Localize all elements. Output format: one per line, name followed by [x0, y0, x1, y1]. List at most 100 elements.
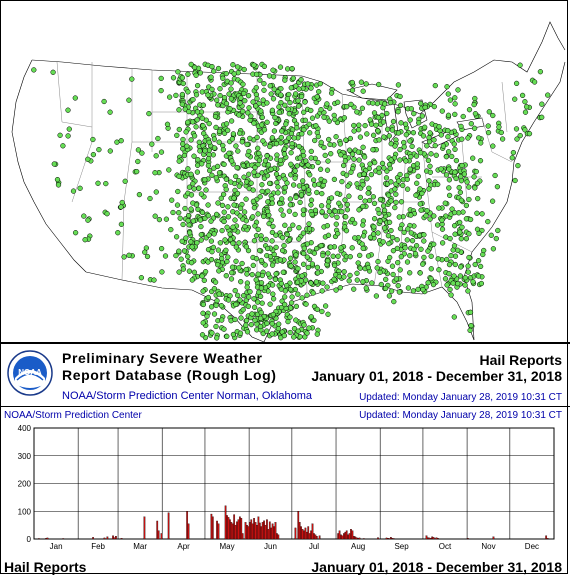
hail-report-marker: [452, 231, 458, 237]
hail-report-marker: [273, 141, 280, 147]
hail-report-marker: [440, 143, 447, 149]
daily-report-bar: [266, 519, 268, 540]
hail-report-marker: [300, 230, 307, 236]
hail-report-marker: [319, 209, 325, 215]
hail-report-marker: [408, 106, 415, 112]
hail-report-marker: [411, 110, 417, 117]
hail-report-marker: [268, 91, 274, 97]
hail-report-marker: [359, 241, 365, 247]
daily-report-bar: [307, 526, 310, 540]
hail-report-marker: [390, 118, 397, 125]
hail-report-marker: [426, 178, 432, 184]
hail-report-marker: [452, 146, 458, 153]
hail-report-marker: [395, 259, 401, 266]
hail-report-marker: [198, 232, 204, 238]
hail-report-marker: [321, 114, 327, 120]
hail-report-marker: [319, 288, 325, 294]
hail-report-marker: [371, 216, 378, 222]
hail-report-marker: [180, 80, 186, 87]
hail-report-marker: [390, 248, 397, 254]
hail-report-marker: [398, 120, 404, 126]
hail-report-marker: [401, 139, 407, 146]
hail-report-marker: [420, 261, 426, 267]
hail-report-marker: [315, 133, 321, 140]
hail-report-marker: [333, 134, 339, 140]
hail-report-marker: [457, 219, 463, 226]
hail-report-marker: [472, 95, 478, 102]
hail-report-marker: [231, 71, 237, 77]
hail-report-marker: [284, 231, 290, 238]
hail-report-marker: [352, 235, 358, 241]
daily-report-bar: [241, 533, 244, 540]
hail-report-marker: [464, 179, 470, 185]
hail-report-marker: [201, 130, 207, 137]
hail-report-marker: [425, 248, 431, 254]
hail-report-marker: [284, 96, 291, 102]
hail-report-marker: [336, 273, 342, 280]
hail-report-marker: [324, 284, 330, 290]
hail-report-marker: [304, 292, 310, 298]
hail-report-marker: [463, 236, 470, 242]
hail-report-marker: [241, 90, 247, 97]
hail-report-marker: [267, 301, 273, 307]
map-separator: [0, 342, 570, 344]
hail-report-marker: [519, 92, 526, 99]
hail-report-marker: [462, 275, 468, 281]
y-tick-label: 200: [18, 480, 32, 489]
hail-report-marker: [512, 96, 518, 102]
hail-report-marker: [294, 125, 300, 131]
hail-report-marker: [188, 171, 194, 177]
hail-report-marker: [225, 214, 232, 220]
daily-report-bar: [301, 529, 304, 540]
hail-report-marker: [354, 270, 360, 276]
hail-report-marker: [315, 159, 321, 166]
hail-report-marker: [208, 238, 215, 244]
daily-report-bar: [244, 522, 247, 540]
daily-report-bar: [157, 530, 160, 540]
hail-report-marker: [388, 288, 395, 294]
hail-report-marker: [318, 203, 325, 209]
hail-report-marker: [421, 238, 427, 244]
hail-report-marker: [360, 182, 366, 188]
hail-report-marker: [371, 200, 378, 207]
hail-report-marker: [446, 261, 453, 268]
hail-report-marker: [409, 238, 416, 244]
hail-report-marker: [279, 235, 286, 241]
hail-report-marker: [324, 101, 330, 107]
hail-report-marker: [217, 92, 223, 99]
hail-report-marker: [407, 166, 413, 172]
hail-report-marker: [343, 214, 349, 220]
hail-report-marker: [308, 107, 314, 114]
hail-report-marker: [255, 226, 261, 233]
hail-report-marker: [374, 100, 380, 107]
hail-report-marker: [450, 280, 456, 286]
hail-report-marker: [239, 139, 245, 145]
hail-report-marker: [513, 80, 520, 87]
hail-report-marker: [284, 180, 290, 186]
hail-report-marker: [287, 314, 293, 320]
hail-report-marker: [296, 225, 302, 231]
hail-report-marker: [215, 65, 222, 72]
hail-report-marker: [308, 314, 314, 320]
hail-report-marker: [462, 282, 468, 288]
hail-report-marker: [304, 330, 310, 336]
hail-report-marker: [270, 67, 276, 73]
daily-report-bar: [434, 538, 436, 540]
hail-report-marker: [281, 151, 288, 157]
hail-report-marker: [428, 253, 434, 259]
hail-report-marker: [135, 158, 141, 165]
hail-report-marker: [245, 303, 251, 310]
hail-report-marker: [226, 150, 232, 156]
hail-report-marker: [205, 202, 211, 208]
hail-report-marker: [409, 143, 415, 150]
hail-report-marker: [405, 285, 412, 291]
hail-report-marker: [365, 253, 372, 259]
hail-report-marker: [173, 252, 179, 259]
hail-report-marker: [107, 109, 113, 115]
hail-report-marker: [378, 281, 384, 288]
hail-report-marker: [317, 166, 324, 172]
hail-report-marker: [230, 131, 237, 137]
hail-report-marker: [365, 190, 371, 196]
hail-report-marker: [276, 104, 282, 110]
